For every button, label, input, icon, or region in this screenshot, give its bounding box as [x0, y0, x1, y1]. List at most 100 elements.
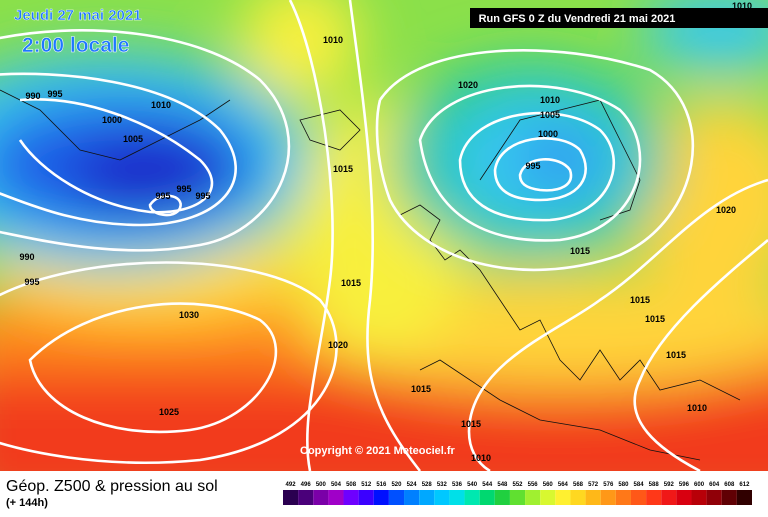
legend-label: 500	[316, 482, 327, 488]
color-legend: 492 496 500 504 508 512 516 520 524 528 532 536 540 5…	[283, 482, 752, 505]
legend-label: 572	[588, 482, 599, 488]
isobar-label: 995	[176, 184, 191, 194]
legend-label: 600	[694, 482, 705, 488]
isobar-label: 1025	[159, 407, 179, 417]
legend-label: 504	[331, 482, 342, 488]
legend-swatch	[388, 490, 405, 505]
isobar-label: 1000	[538, 129, 558, 139]
isobar-label: 1015	[645, 314, 665, 324]
legend-label: 560	[543, 482, 554, 488]
legend-swatch	[570, 490, 586, 505]
isobar-label: 1015	[666, 350, 686, 360]
run-info: Run GFS 0 Z du Vendredi 21 mai 2021	[479, 13, 676, 25]
isobar-label: 1005	[123, 134, 143, 144]
legend-label: 520	[391, 482, 402, 488]
legend-swatch	[525, 490, 541, 505]
legend-swatch	[283, 490, 299, 505]
legend-swatch	[358, 490, 374, 505]
legend-label: 540	[467, 482, 478, 488]
isobar-label: 990	[19, 252, 34, 262]
legend-label: 584	[634, 482, 645, 488]
legend-label: 588	[649, 482, 660, 488]
isobar-label: 1015	[630, 295, 650, 305]
legend-label: 592	[664, 482, 675, 488]
isobar-label: 1000	[102, 115, 122, 125]
legend-swatch	[449, 490, 465, 505]
legend-swatch	[434, 490, 450, 505]
legend-label: 536	[452, 482, 463, 488]
legend-swatch	[736, 490, 752, 505]
legend-label: 568	[573, 482, 584, 488]
isobar-label: 1020	[328, 340, 348, 350]
legend-swatch	[328, 490, 344, 505]
run-banner	[470, 8, 768, 28]
legend-label: 508	[346, 482, 357, 488]
legend-label: 548	[497, 482, 508, 488]
legend-swatch	[479, 490, 495, 505]
legend-label: 608	[724, 482, 735, 488]
legend-swatch	[630, 490, 647, 505]
isobar-label: 1015	[461, 419, 481, 429]
legend-swatch	[646, 490, 662, 505]
legend-label: 524	[407, 482, 418, 488]
legend-swatch	[676, 490, 692, 505]
isobar-label: 1020	[716, 205, 736, 215]
legend-label: 532	[437, 482, 448, 488]
legend-swatch	[298, 490, 314, 505]
map-title: Géop. Z500 & pression au sol	[6, 478, 218, 495]
legend-swatch	[373, 490, 389, 505]
legend-label: 512	[361, 482, 372, 488]
legend-label: 552	[512, 482, 523, 488]
legend-swatch	[464, 490, 480, 505]
isobar-label: 1020	[458, 80, 478, 90]
isobar-label: 990	[25, 91, 40, 101]
legend-swatch	[615, 490, 631, 505]
isobar-label: 995	[47, 89, 62, 99]
isobar-label: 995	[155, 191, 170, 201]
legend-label: 612	[739, 482, 750, 488]
legend-label: 580	[618, 482, 629, 488]
legend-label: 516	[376, 482, 387, 488]
isobar-label: 1005	[540, 110, 560, 120]
legend-swatch	[585, 490, 601, 505]
legend-label: 596	[679, 482, 690, 488]
isobar-label: 1010	[323, 35, 343, 45]
isobar-label: 995	[525, 161, 540, 171]
legend-label: 492	[286, 482, 297, 488]
isobar-label: 1010	[151, 100, 171, 110]
isobars	[0, 0, 768, 471]
isobar-label: 995	[195, 191, 210, 201]
legend-swatch	[661, 490, 677, 505]
isobar-label: 1030	[179, 310, 199, 320]
legend-swatch	[691, 490, 707, 505]
legend-swatch	[555, 490, 571, 505]
legend-label: 576	[603, 482, 614, 488]
legend-label: 544	[482, 482, 493, 488]
forecast-date: Jeudi 27 mai 2021	[14, 7, 142, 24]
legend-label: 556	[528, 482, 539, 488]
isobar-label: 1015	[333, 164, 353, 174]
legend-swatch	[706, 490, 722, 505]
isobar-label: 1015	[570, 246, 590, 256]
legend-swatch	[600, 490, 616, 505]
legend-swatch	[721, 490, 737, 505]
copyright: Copyright © 2021 Meteociel.fr	[300, 445, 456, 457]
isobar-label: 1015	[341, 278, 361, 288]
legend-swatch	[494, 490, 510, 505]
legend-swatch	[404, 490, 420, 505]
legend-label: 528	[422, 482, 433, 488]
isobar-label: 1010	[540, 95, 560, 105]
legend-swatch	[343, 490, 359, 505]
isobar-label: 1015	[411, 384, 431, 394]
legend-swatch	[540, 490, 556, 505]
isobar-label: 1010	[732, 1, 752, 11]
legend-swatch	[313, 490, 329, 505]
lead-time: (+ 144h)	[6, 497, 48, 509]
isobar-label: 1010	[471, 453, 491, 463]
forecast-time: 2:00 locale	[22, 34, 129, 57]
isobar-label: 995	[24, 277, 39, 287]
isobar-label: 1010	[687, 403, 707, 413]
